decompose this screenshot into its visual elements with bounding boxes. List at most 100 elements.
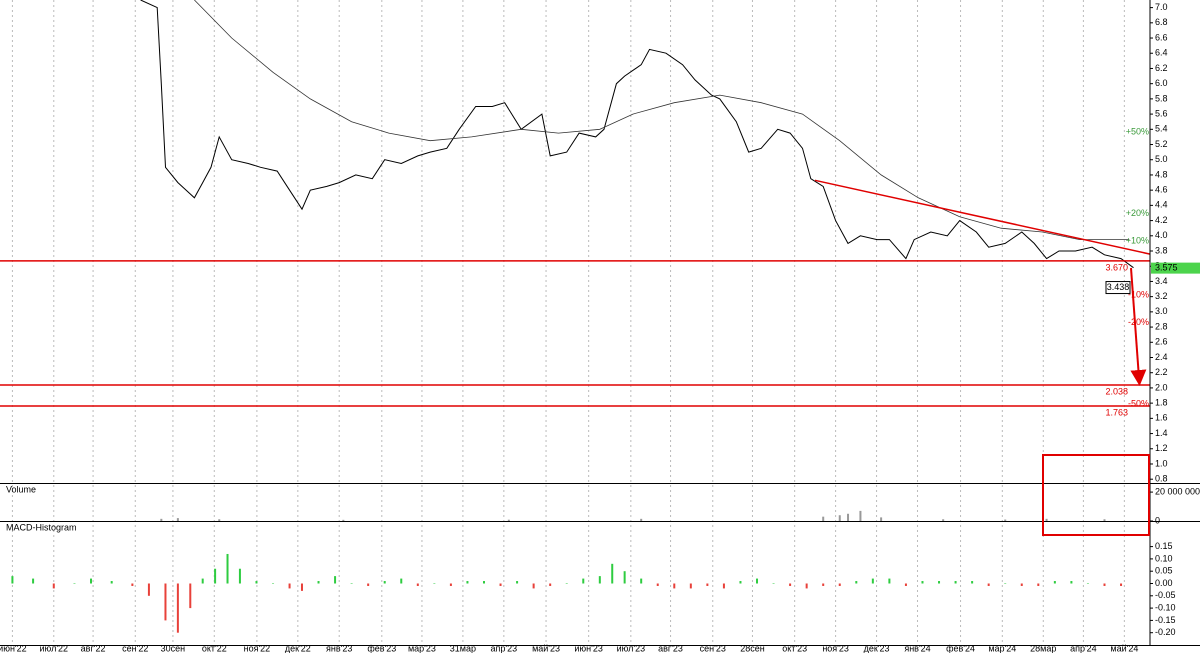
percent-level: +20% — [1126, 208, 1149, 218]
y-tick-label: 6.6 — [1155, 32, 1168, 42]
bar — [176, 518, 179, 521]
bar — [201, 578, 204, 584]
bar — [516, 581, 519, 584]
y-tick-label: 0.15 — [1155, 541, 1173, 551]
y-tick-label: 6.4 — [1155, 48, 1168, 58]
x-tick-label: фев'23 — [367, 643, 396, 653]
bar — [1004, 583, 1007, 584]
bar — [226, 553, 229, 584]
x-tick-label: апр'24 — [1070, 643, 1097, 653]
bar — [147, 583, 150, 596]
percent-level: -20% — [1128, 317, 1149, 327]
y-tick-label: -0.10 — [1155, 602, 1176, 612]
bar — [1045, 518, 1048, 521]
bar — [1086, 583, 1089, 584]
bar — [706, 583, 709, 586]
bar — [859, 510, 862, 521]
x-tick-label: дек'23 — [864, 643, 890, 653]
bar — [416, 583, 419, 586]
bar — [288, 583, 291, 589]
x-tick-label: май'23 — [532, 643, 560, 653]
bar — [272, 583, 275, 584]
bar — [342, 519, 345, 521]
bar — [1070, 581, 1073, 584]
bar — [582, 578, 585, 584]
bar — [805, 583, 808, 589]
bar — [598, 576, 601, 584]
y-tick-label: 2.6 — [1155, 337, 1168, 347]
bar — [176, 583, 179, 633]
bar — [954, 581, 957, 584]
bar — [871, 578, 874, 584]
x-tick-label: 28сен — [740, 643, 765, 653]
y-tick-label: -0.15 — [1155, 615, 1176, 625]
y-tick-label: 0.05 — [1155, 566, 1173, 576]
x-tick-label: ноя'22 — [244, 643, 271, 653]
bar — [565, 583, 568, 584]
bar — [739, 581, 742, 584]
bar — [317, 581, 320, 584]
bar — [214, 568, 217, 584]
panel-title: MACD-Histogram — [6, 522, 77, 532]
y-tick-label: 5.0 — [1155, 154, 1168, 164]
x-tick-label: авг'23 — [658, 643, 683, 653]
y-tick-label: 4.6 — [1155, 185, 1168, 195]
bar — [499, 583, 502, 586]
x-tick-label: дек'22 — [285, 643, 311, 653]
x-tick-label: июн'22 — [0, 643, 27, 653]
bar — [623, 571, 626, 584]
x-tick-label: окт'23 — [782, 643, 807, 653]
y-tick-label: 5.4 — [1155, 124, 1168, 134]
last-price-label: 3.575 — [1155, 262, 1178, 272]
x-tick-label: июн'23 — [574, 643, 602, 653]
bar — [1037, 583, 1040, 586]
panel-title: Volume — [6, 484, 36, 494]
level-label: 3.670 — [1105, 262, 1128, 272]
bar — [921, 581, 924, 584]
y-tick-label: 7.0 — [1155, 2, 1168, 12]
bar — [942, 519, 945, 521]
bar — [383, 581, 386, 584]
bar — [987, 583, 990, 586]
y-tick-label: 0.8 — [1155, 474, 1168, 484]
percent-level: -10% — [1128, 289, 1149, 299]
last-price-box — [1151, 262, 1200, 274]
y-tick-label: 20 000 000 — [1155, 486, 1200, 496]
bar — [131, 583, 134, 586]
bar — [640, 518, 643, 521]
y-tick-label: 4.2 — [1155, 215, 1168, 225]
y-tick-label: 0.10 — [1155, 553, 1173, 563]
bar — [238, 568, 241, 584]
y-tick-label: 6.0 — [1155, 78, 1168, 88]
bar — [189, 583, 192, 609]
bar — [334, 576, 337, 584]
moving-average — [194, 0, 1130, 240]
y-tick-label: 6.8 — [1155, 17, 1168, 27]
x-tick-label: мар'24 — [988, 643, 1016, 653]
y-tick-label: 2.4 — [1155, 352, 1168, 362]
x-tick-label: янв'23 — [326, 643, 352, 653]
x-tick-label: янв'24 — [904, 643, 930, 653]
bar — [1020, 583, 1023, 586]
bar — [549, 583, 552, 586]
bar — [822, 583, 825, 586]
x-tick-label: мар'23 — [408, 643, 436, 653]
bar — [52, 583, 55, 589]
y-tick-label: 3.0 — [1155, 306, 1168, 316]
bar — [838, 583, 841, 586]
y-tick-label: -0.05 — [1155, 590, 1176, 600]
bar — [160, 518, 163, 521]
y-tick-label: 4.0 — [1155, 230, 1168, 240]
bar — [822, 516, 825, 521]
x-tick-label: апр'23 — [491, 643, 518, 653]
y-tick-label: -0.20 — [1155, 627, 1176, 637]
x-tick-label: окт'22 — [202, 643, 227, 653]
y-tick-label: 2.2 — [1155, 367, 1168, 377]
bar — [164, 583, 167, 621]
bar — [400, 578, 403, 584]
x-tick-label: июл'22 — [39, 643, 68, 653]
bar — [300, 583, 303, 591]
percent-level: +50% — [1126, 127, 1149, 137]
y-tick-label: 5.6 — [1155, 108, 1168, 118]
